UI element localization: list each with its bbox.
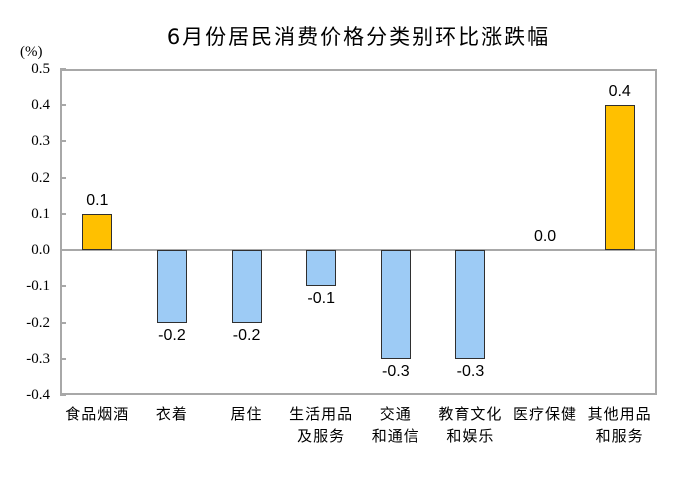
bar <box>380 250 411 359</box>
x-axis-category-labels: 食品烟酒 衣着 居住 生活用品 及服务 交通 和通信 教育文化 和娱乐 医疗保健 其他用品 和服务 <box>60 403 657 453</box>
category-label-line: 居住 <box>230 405 263 423</box>
y-axis-tick-label: 0.5 <box>31 61 50 77</box>
y-axis-tick-mark <box>60 285 66 288</box>
y-axis-tick-label: -0.3 <box>26 350 50 367</box>
y-axis-tick-mark <box>60 176 66 179</box>
category-label-line: 生活用品 <box>289 405 354 423</box>
category-label-line: 医疗保健 <box>513 405 578 423</box>
y-axis-tick-mark <box>60 104 66 107</box>
category-label-line: 教育文化 <box>438 405 503 423</box>
y-axis-tick-label: -0.1 <box>26 278 50 295</box>
bar <box>231 250 262 323</box>
category-label-line: 及服务 <box>297 427 346 445</box>
category-label: 交通 和通信 <box>359 403 434 447</box>
y-axis-tick-label: -0.2 <box>26 314 50 331</box>
zero-baseline <box>60 249 657 252</box>
category-label-line: 衣着 <box>155 405 188 423</box>
y-axis-tick-label: 0.2 <box>31 169 50 186</box>
y-axis-tick-label: 0.0 <box>31 242 50 259</box>
bar-value-label: 0.0 <box>533 228 557 246</box>
bar <box>455 250 486 359</box>
category-label-line: 和娱乐 <box>446 427 495 445</box>
bar <box>604 105 635 251</box>
y-axis-unit-label: (%) <box>20 44 43 60</box>
y-axis-tick-label: 0.4 <box>31 97 50 114</box>
y-axis-tick-mark <box>60 321 66 324</box>
category-label: 其他用品 和服务 <box>582 403 657 447</box>
plot-area: 0.1 -0.2 -0.2 -0.1 -0.3 -0.3 0.0 0.4 <box>60 68 657 396</box>
bar-value-label: -0.3 <box>382 362 410 380</box>
category-label: 衣着 <box>135 403 210 425</box>
y-axis-tick-label: 0.3 <box>31 133 50 150</box>
category-label: 居住 <box>209 403 284 425</box>
y-axis-tick-label: -0.4 <box>26 387 50 403</box>
category-label-line: 和通信 <box>371 427 420 445</box>
chart-title: 6月份居民消费价格分类别环比涨跌幅 <box>166 25 551 49</box>
bar-value-label: -0.1 <box>307 290 335 308</box>
bar <box>306 250 337 287</box>
bar-value-label: -0.2 <box>158 326 186 344</box>
category-label-line: 交通 <box>379 405 412 423</box>
y-axis-tick-mark <box>60 249 66 252</box>
category-label-line: 食品烟酒 <box>65 405 130 423</box>
y-axis-tick-mark <box>60 140 66 143</box>
category-label-line: 和服务 <box>595 427 644 445</box>
bar-value-label: -0.2 <box>232 326 261 344</box>
bar <box>82 213 113 251</box>
category-label: 医疗保健 <box>508 403 583 425</box>
category-label-line: 其他用品 <box>587 405 652 423</box>
category-label: 食品烟酒 <box>60 403 135 425</box>
bar-value-label: 0.1 <box>86 191 109 209</box>
y-axis-tick-mark <box>60 357 66 360</box>
bar <box>156 250 187 323</box>
y-axis-tick-mark <box>60 68 66 70</box>
y-axis-tick-label: 0.1 <box>31 205 50 222</box>
category-label: 教育文化 和娱乐 <box>433 403 508 447</box>
category-label: 生活用品 及服务 <box>284 403 359 447</box>
y-axis-tick-mark <box>60 212 66 215</box>
bar-value-label: -0.3 <box>456 362 485 380</box>
bar-value-label: 0.4 <box>608 83 631 101</box>
y-axis-tick-mark <box>60 394 66 396</box>
